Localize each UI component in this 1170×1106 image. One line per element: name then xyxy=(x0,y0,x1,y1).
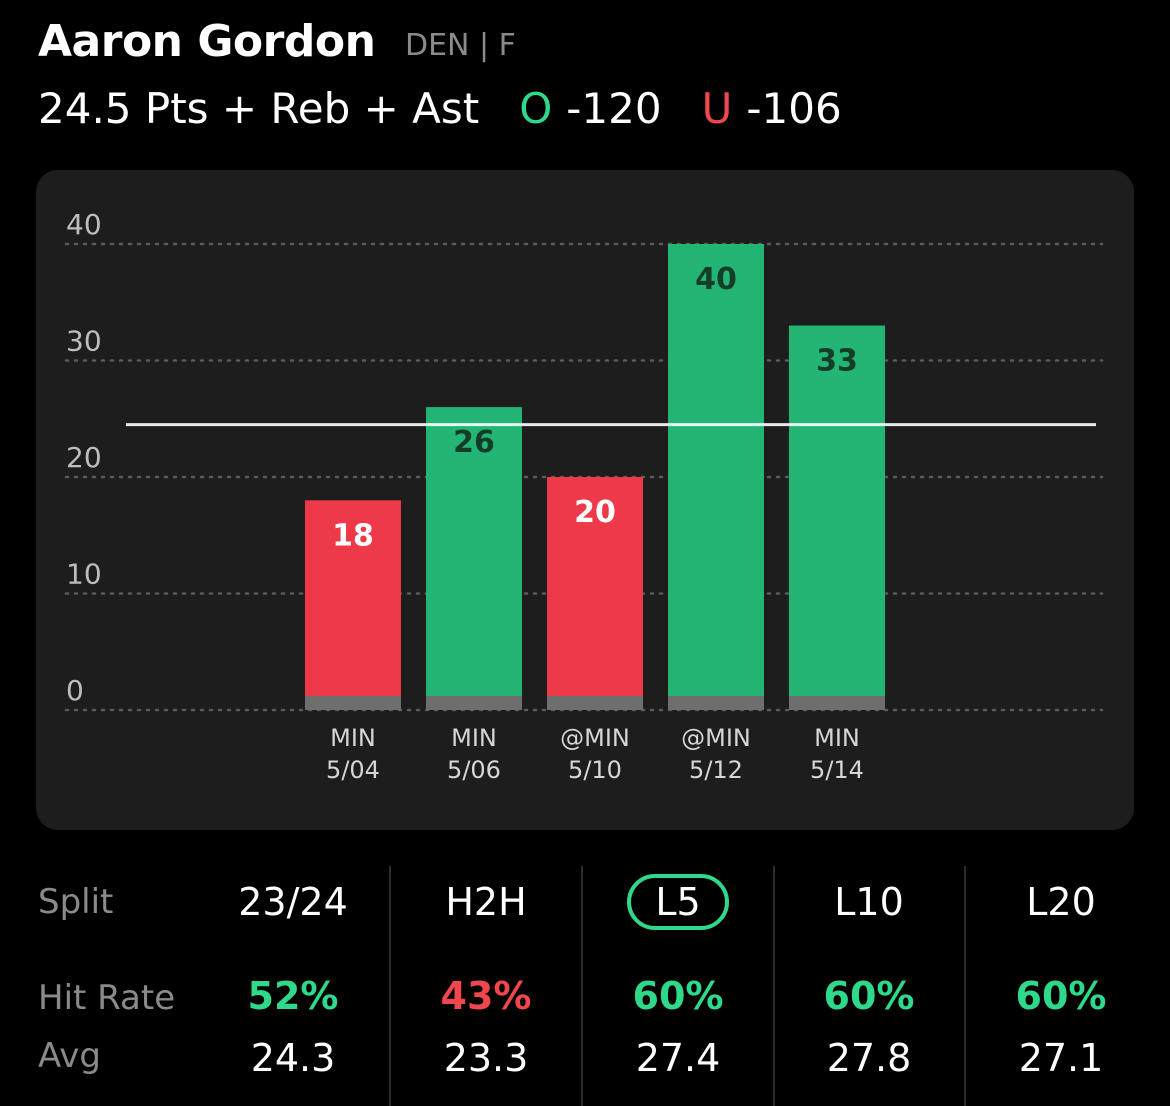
column-divider xyxy=(581,866,583,1106)
x-tick-opponent: MIN xyxy=(451,724,497,752)
hit-rate-row-label: Hit Rate xyxy=(38,978,176,1018)
over-indicator[interactable]: O xyxy=(519,84,553,133)
prop-market: 24.5 Pts + Reb + Ast xyxy=(38,84,480,133)
bar-value-label: 33 xyxy=(816,344,858,379)
split-column-h2h[interactable]: H2H 43% 23.3 xyxy=(391,850,581,1103)
game-log-chart: 0 10 20 30 40 18 MIN 5/04 26 MIN 5/06 20 @MIN 5/10 40 @… xyxy=(36,170,1134,830)
x-tick-opponent: @MIN xyxy=(560,724,630,752)
split-period-tab[interactable]: 23/24 xyxy=(198,874,388,930)
bar-value-label: 20 xyxy=(574,495,616,530)
y-tick-label: 40 xyxy=(66,208,102,241)
split-period-label: H2H xyxy=(445,880,527,924)
x-tick-date: 5/06 xyxy=(447,756,501,784)
avg-value: 27.4 xyxy=(635,1036,721,1080)
split-period-tab[interactable]: L10 xyxy=(774,874,964,930)
avg-row-label: Avg xyxy=(38,1036,101,1076)
bar-base xyxy=(789,696,885,710)
y-tick-label: 30 xyxy=(66,325,102,358)
x-tick-opponent: MIN xyxy=(330,724,376,752)
column-divider xyxy=(388,866,391,1106)
bar-value-label: 40 xyxy=(695,262,737,297)
split-column-23-24[interactable]: 23/24 52% 24.3 xyxy=(198,850,388,1103)
hit-rate-value: 60% xyxy=(823,974,915,1018)
bar-base xyxy=(547,696,643,710)
y-tick-label: 0 xyxy=(66,674,84,707)
hit-rate-value: 52% xyxy=(247,974,339,1018)
x-tick-date: 5/10 xyxy=(568,756,622,784)
x-tick-opponent: @MIN xyxy=(681,724,751,752)
split-row-label: Split xyxy=(38,882,114,922)
under-odds[interactable]: -106 xyxy=(746,84,842,133)
split-period-tab[interactable]: H2H xyxy=(391,874,581,930)
x-tick-date: 5/12 xyxy=(689,756,743,784)
split-column-l5[interactable]: L5 60% 27.4 xyxy=(583,850,773,1103)
avg-value: 24.3 xyxy=(250,1036,336,1080)
bar-2 xyxy=(426,407,522,710)
bar-3 xyxy=(547,477,643,710)
bar-4 xyxy=(668,244,764,710)
bar-5 xyxy=(789,325,885,710)
split-period-label: L5 xyxy=(627,874,729,930)
x-tick-date: 5/14 xyxy=(810,756,864,784)
bar-value-label: 18 xyxy=(332,518,374,553)
column-divider xyxy=(772,866,775,1106)
bar-value-label: 26 xyxy=(453,425,495,460)
splits-table: Split Hit Rate Avg 23/24 52% 24.3 H2H 43% 23.… xyxy=(0,850,1170,1106)
bar-base xyxy=(426,696,522,710)
avg-value: 27.1 xyxy=(1018,1036,1104,1080)
column-divider xyxy=(964,866,966,1106)
bar-chart: 0 10 20 30 40 18 MIN 5/04 26 MIN 5/06 20 @MIN 5/10 40 @… xyxy=(64,208,1104,784)
prop-line-row: 24.5 Pts + Reb + Ast O -120 U -106 xyxy=(38,82,882,136)
split-period-tab[interactable]: L20 xyxy=(966,874,1156,930)
player-name: Aaron Gordon xyxy=(38,16,376,67)
y-tick-label: 20 xyxy=(66,441,102,474)
under-indicator[interactable]: U xyxy=(701,84,733,133)
player-team-position: DEN | F xyxy=(405,28,516,63)
bar-1 xyxy=(305,500,401,710)
over-odds[interactable]: -120 xyxy=(566,84,662,133)
hit-rate-value: 60% xyxy=(632,974,724,1018)
split-period-tab[interactable]: L5 xyxy=(583,874,773,930)
x-tick-opponent: MIN xyxy=(814,724,860,752)
bar-base xyxy=(305,696,401,710)
y-tick-label: 10 xyxy=(66,558,102,591)
avg-value: 23.3 xyxy=(443,1036,529,1080)
hit-rate-value: 43% xyxy=(440,974,532,1018)
split-period-label: L20 xyxy=(1026,880,1096,924)
split-period-label: 23/24 xyxy=(238,880,348,924)
hit-rate-value: 60% xyxy=(1015,974,1107,1018)
split-column-l10[interactable]: L10 60% 27.8 xyxy=(774,850,964,1103)
split-column-l20[interactable]: L20 60% 27.1 xyxy=(966,850,1156,1103)
avg-value: 27.8 xyxy=(826,1036,912,1080)
x-tick-date: 5/04 xyxy=(326,756,380,784)
split-period-label: L10 xyxy=(834,880,904,924)
bar-base xyxy=(668,696,764,710)
